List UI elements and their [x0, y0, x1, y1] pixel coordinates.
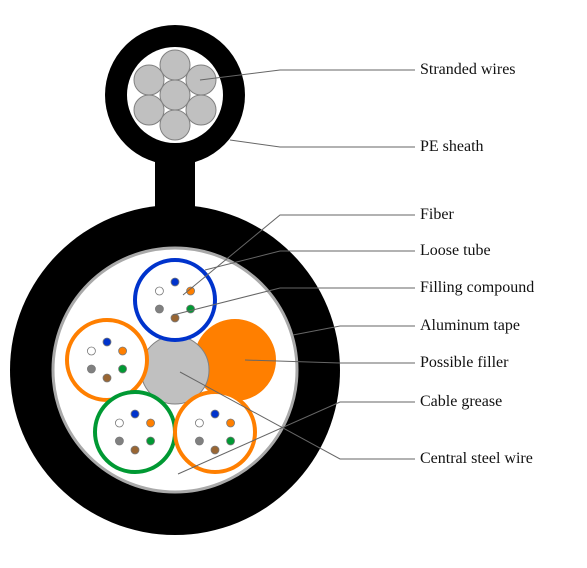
fiber [195, 419, 203, 427]
label-pe_sheath: PE sheath [420, 138, 484, 155]
tube-left [67, 320, 147, 400]
fiber [131, 446, 139, 454]
fiber [119, 347, 127, 355]
fiber [155, 305, 163, 313]
fiber [131, 410, 139, 418]
stranded-wire [160, 80, 190, 110]
tube-bl [95, 392, 175, 472]
fiber [115, 437, 123, 445]
fiber [227, 437, 235, 445]
label-cable_grease: Cable grease [420, 393, 502, 410]
fiber [87, 347, 95, 355]
stranded-wire [134, 95, 164, 125]
tube-br [175, 392, 255, 472]
fiber [211, 410, 219, 418]
fiber [171, 314, 179, 322]
fiber [115, 419, 123, 427]
label-stranded_wires: Stranded wires [420, 61, 516, 78]
fiber [195, 437, 203, 445]
label-filling_compound: Filling compound [420, 279, 534, 296]
stranded-wire [134, 65, 164, 95]
fiber [147, 419, 155, 427]
fiber [171, 278, 179, 286]
fiber [155, 287, 163, 295]
label-loose_tube: Loose tube [420, 242, 491, 259]
fiber [227, 419, 235, 427]
label-aluminum_tape: Aluminum tape [420, 317, 520, 334]
cable-diagram: Stranded wires PE sheath Fiber Loose tube Fi… [0, 0, 587, 568]
fiber [103, 338, 111, 346]
stranded-wire [186, 95, 216, 125]
tube-top [135, 260, 215, 340]
label-central_steel: Central steel wire [420, 450, 533, 467]
fiber [87, 365, 95, 373]
fiber [103, 374, 111, 382]
stranded-wire [160, 110, 190, 140]
fiber [147, 437, 155, 445]
label-fiber: Fiber [420, 206, 454, 223]
stranded-wire [160, 50, 190, 80]
fiber [187, 305, 195, 313]
label-possible_filler: Possible filler [420, 354, 509, 371]
leader-pe_sheath [230, 140, 415, 147]
fiber [119, 365, 127, 373]
fiber [211, 446, 219, 454]
